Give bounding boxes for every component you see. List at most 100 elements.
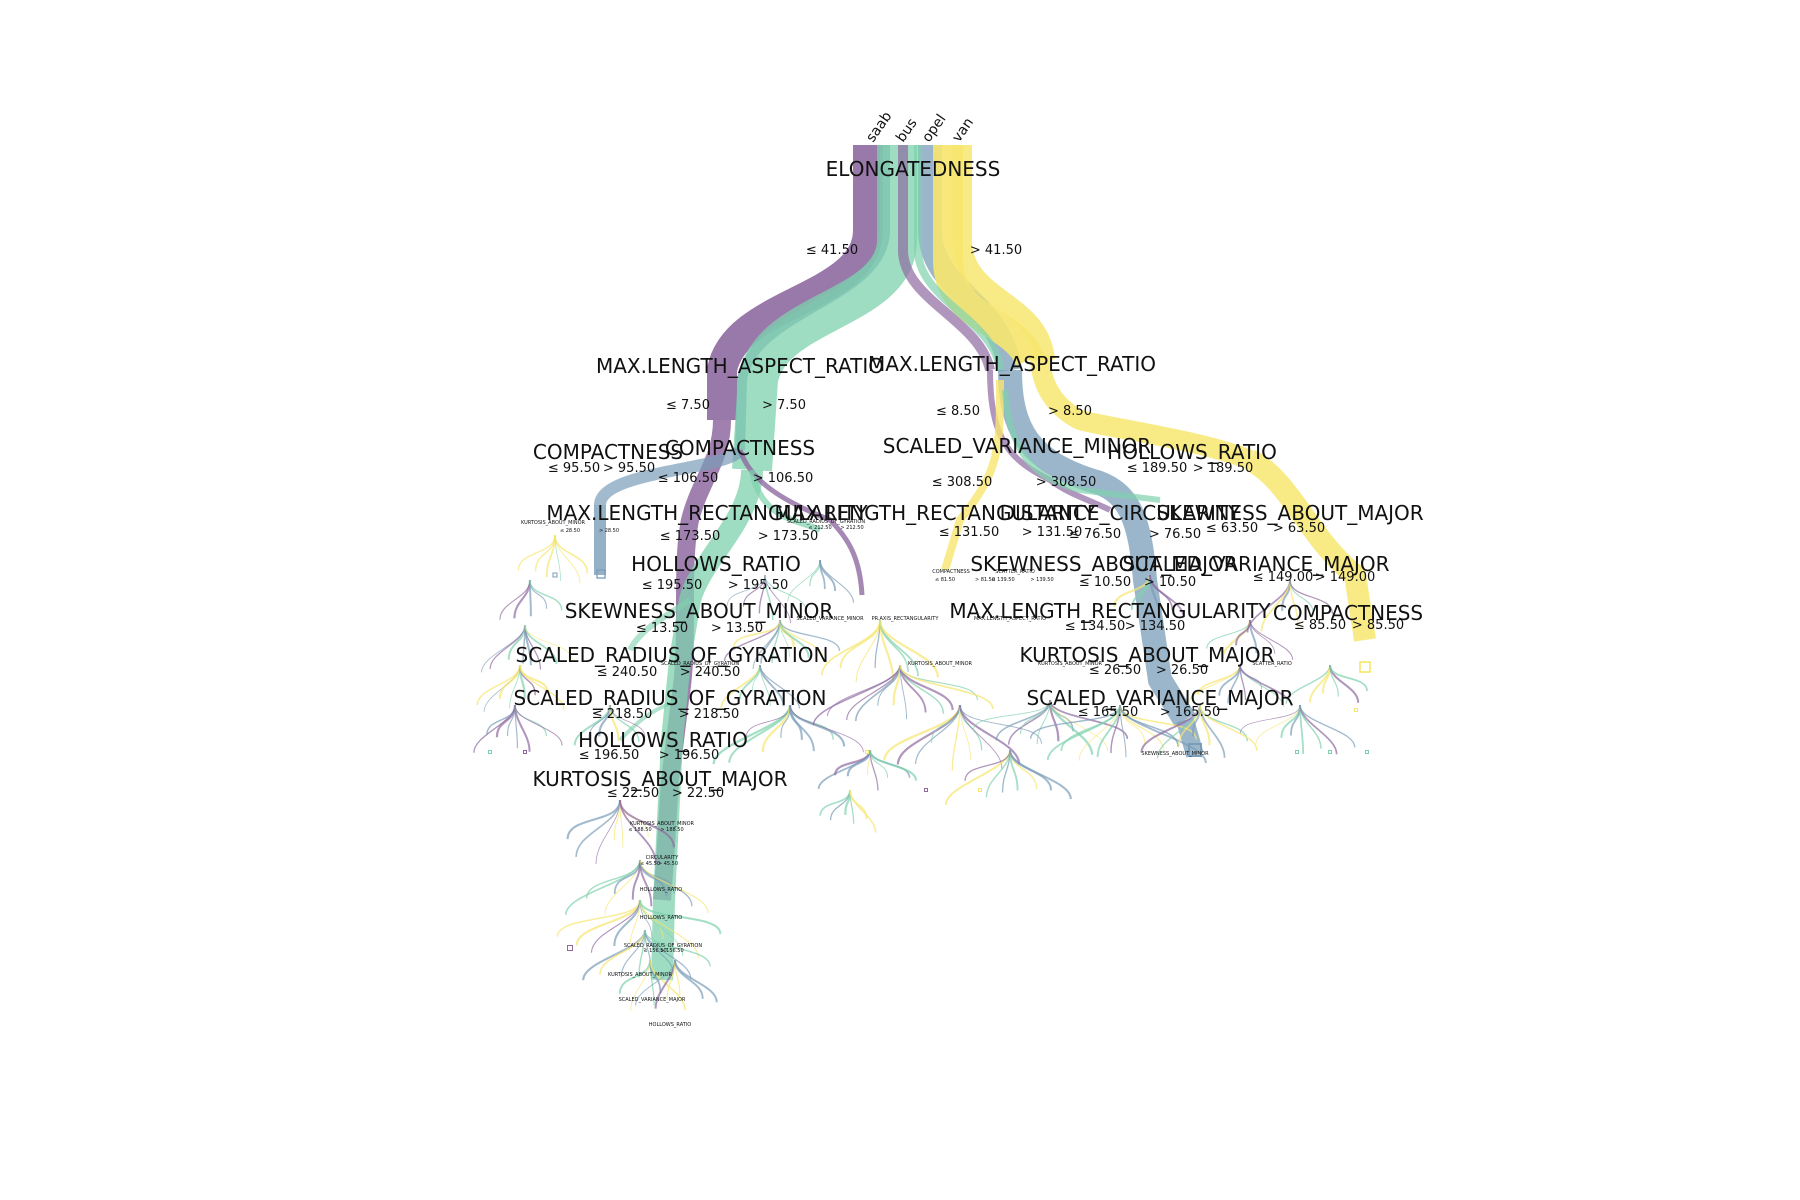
branch-line <box>619 799 675 848</box>
class-ribbon <box>952 145 1055 362</box>
branch-line <box>1119 704 1207 764</box>
branch-line <box>1299 704 1338 755</box>
split-right-n_rlll: > 81.50 <box>975 577 995 583</box>
split-right-n_lll: > 28.50 <box>599 528 619 534</box>
class-ribbon <box>1002 389 1161 503</box>
node-label-n_t: MAX.LENGTH_ASPECT_RATIO <box>974 616 1046 622</box>
split-left-n_lr: ≤ 106.50 <box>658 471 719 486</box>
branch-line <box>892 664 902 706</box>
node-label-n_lrll: HOLLOWS_RATIO <box>631 552 801 576</box>
split-right-n_i: > 22.50 <box>672 786 724 801</box>
class-label-bus: bus <box>893 116 920 146</box>
branch-line <box>529 579 563 611</box>
split-right-n_e: > 26.50 <box>1156 663 1208 678</box>
split-left-n_lrll: ≤ 195.50 <box>642 578 703 593</box>
split-left-n_b: ≤ 134.50 <box>1065 619 1126 634</box>
class-ribbon <box>732 145 917 472</box>
split-left-n_a: ≤ 13.50 <box>636 621 688 636</box>
branch-line <box>1008 749 1072 800</box>
leaf-marker <box>523 750 527 754</box>
branch-line <box>817 749 871 790</box>
class-label-saab: saab <box>863 109 895 146</box>
branch-line <box>1308 664 1331 703</box>
branch-line <box>585 859 641 899</box>
leaf-markers <box>488 569 1371 951</box>
branch-line <box>759 664 801 709</box>
node-label-n_w: KURTOSIS_ABOUT_MINOR <box>908 661 973 667</box>
branch-line <box>1060 704 1121 752</box>
branch-line <box>809 559 821 586</box>
split-right-n_n: > 156.50 <box>660 948 683 954</box>
split-right-n_d: > 240.50 <box>680 665 741 680</box>
split-left-n_rll: ≤ 131.50 <box>939 525 1000 540</box>
class-ribbon <box>594 445 746 507</box>
branch-line <box>944 749 1012 806</box>
branch-line <box>639 859 709 914</box>
split-right-n_r: > 8.50 <box>1048 404 1092 419</box>
split-right-n_h: > 196.50 <box>659 748 720 763</box>
node-label-n_p: SCALED_VARIANCE_MAJOR <box>619 997 686 1003</box>
leaf-marker <box>865 750 869 754</box>
node-label-n_q: HOLLOWS_RATIO <box>649 1022 691 1028</box>
class-ribbon <box>618 698 681 742</box>
branch-line <box>1249 619 1294 660</box>
branch-line <box>1199 704 1258 751</box>
branch-line <box>1235 619 1251 646</box>
branch-line <box>849 789 877 833</box>
leaf-marker <box>1295 750 1299 754</box>
class-ribbon <box>898 145 995 372</box>
branch-line <box>899 664 994 710</box>
node-label-n_rrl: SKEWNESS_ABOUT_MAJOR <box>1156 501 1423 525</box>
node-label-n_lll: KURTOSIS_ABOUT_MINOR <box>521 520 586 526</box>
split-right-n_f: > 218.50 <box>679 707 740 722</box>
branch-line <box>779 619 841 651</box>
split-left-n_rlll: ≤ 81.50 <box>935 577 955 583</box>
node-label-n_x: SCALED_VARIANCE_MINOR <box>796 616 864 622</box>
split-right-n_c: > 85.50 <box>1352 618 1404 633</box>
node-label-n_y: SKEWNESS_ABOUT_MINOR <box>1141 751 1209 757</box>
node-label-n_lrr: SCALED_RADIUS_OF_GYRATION <box>787 519 865 525</box>
class-label-opel: opel <box>919 112 949 146</box>
split-right-n_lrr: > 212.50 <box>840 525 863 531</box>
branch-line <box>839 619 881 669</box>
split-left-n_j: ≤ 188.50 <box>628 827 651 833</box>
node-label-n_o: KURTOSIS_ABOUT_MINOR <box>608 972 673 978</box>
branch-line <box>959 704 1042 744</box>
split-left-n_rl: ≤ 308.50 <box>932 475 993 490</box>
deep-branches <box>473 534 1368 1011</box>
split-right-n_b: > 134.50 <box>1125 619 1186 634</box>
branch-line <box>514 704 563 746</box>
node-label-n_lrl: MAX.LENGTH_RECTANGULARITY <box>546 501 868 525</box>
split-right-n_rr: > 189.50 <box>1193 461 1254 476</box>
class-ribbon <box>651 469 763 981</box>
branch-line <box>896 704 962 765</box>
class-ribbon <box>1244 450 1376 642</box>
split-left-n_rlrr: ≤ 10.50 <box>1079 575 1131 590</box>
class-ribbon <box>749 469 822 533</box>
branch-line <box>964 749 1011 782</box>
split-left-n_lrl: ≤ 173.50 <box>660 529 721 544</box>
class-legend: saab bus opel van <box>863 109 977 146</box>
leaf-marker <box>1359 661 1371 673</box>
branch-line <box>1299 704 1356 748</box>
node-label-n_g: SCALED_VARIANCE_MAJOR <box>1026 686 1293 710</box>
branch-line <box>846 749 872 777</box>
leaf-marker <box>1354 708 1358 712</box>
branch-line <box>789 704 864 753</box>
node-label-n_f: SCALED_RADIUS_OF_GYRATION <box>514 686 827 710</box>
split-left-n_lll: ≤ 28.50 <box>560 528 580 534</box>
class-ribbon <box>1030 354 1254 470</box>
split-right-n_rrl: > 63.50 <box>1273 521 1325 536</box>
branch-line <box>951 704 961 771</box>
branch-line <box>575 899 642 946</box>
class-label-van: van <box>949 115 977 145</box>
split-left-n_f: ≤ 218.50 <box>592 707 653 722</box>
node-label-n_ll: COMPACTNESS <box>533 440 683 464</box>
branch-line <box>1029 704 1121 739</box>
branch-line <box>732 619 781 648</box>
split-right-n_lrll: > 195.50 <box>728 578 789 593</box>
node-label-n_rlll: COMPACTNESS <box>932 569 970 575</box>
branch-line <box>1328 664 1360 703</box>
split-right-n_lr: > 106.50 <box>753 471 814 486</box>
split-left-n_g: ≤ 165.50 <box>1078 705 1139 720</box>
